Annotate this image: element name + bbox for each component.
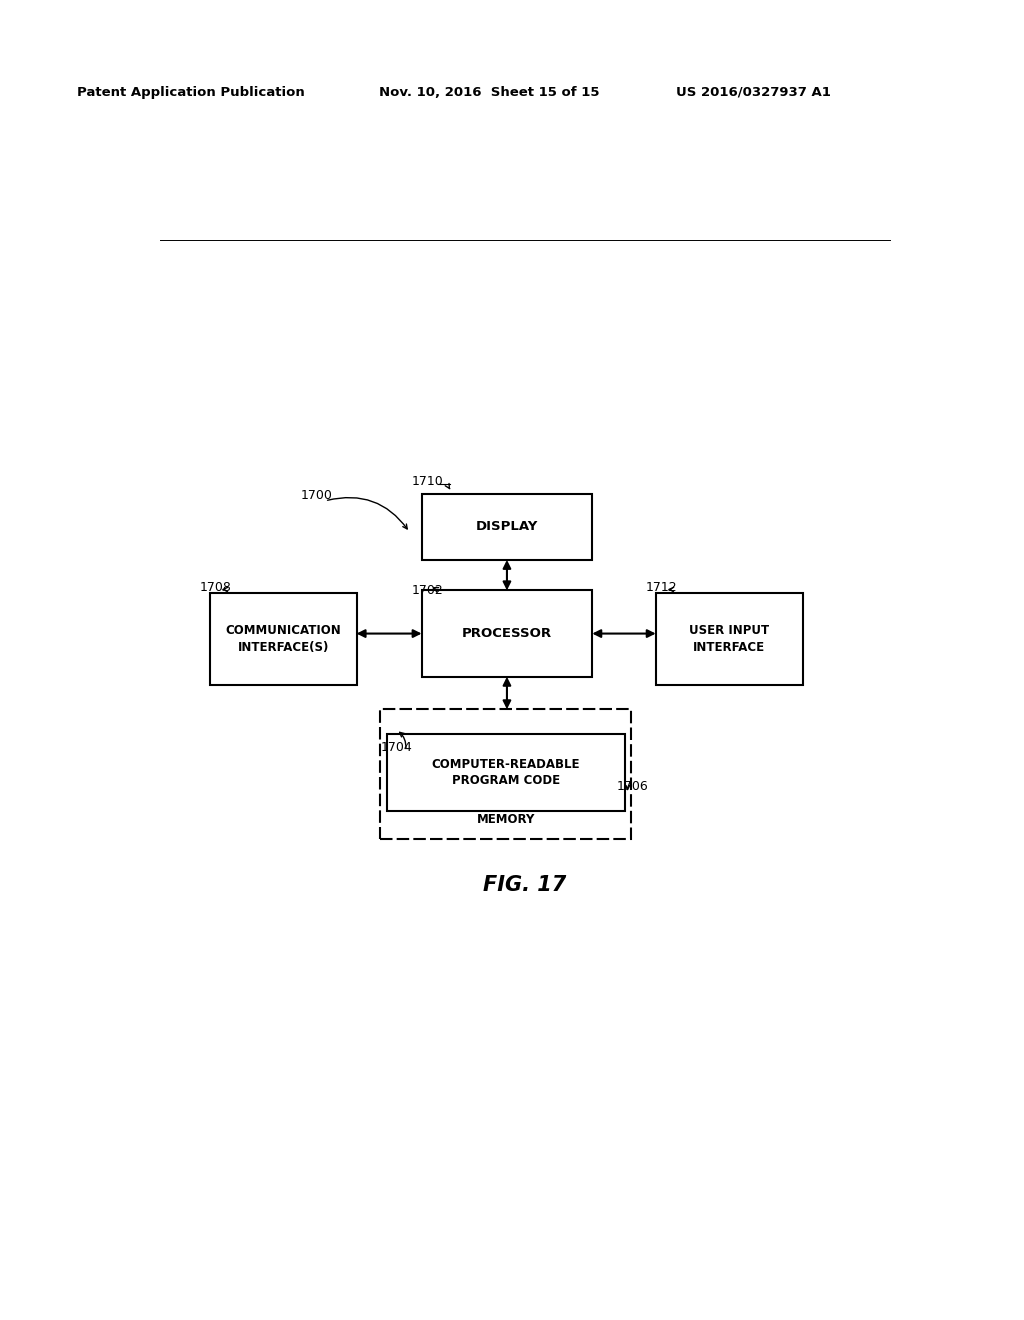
Text: FIG. 17: FIG. 17 <box>483 875 566 895</box>
Text: COMMUNICATION
INTERFACE(S): COMMUNICATION INTERFACE(S) <box>225 624 341 653</box>
Text: 1712: 1712 <box>645 581 677 594</box>
Text: MEMORY: MEMORY <box>476 813 535 825</box>
Bar <box>210 594 356 685</box>
Text: 1710: 1710 <box>412 475 443 488</box>
Text: COMPUTER-READABLE
PROGRAM CODE: COMPUTER-READABLE PROGRAM CODE <box>431 758 580 787</box>
Text: DISPLAY: DISPLAY <box>476 520 539 533</box>
Text: 1702: 1702 <box>412 583 443 597</box>
Text: USER INPUT
INTERFACE: USER INPUT INTERFACE <box>689 624 769 653</box>
Bar <box>655 594 803 685</box>
Text: 1704: 1704 <box>380 742 412 755</box>
Text: PROCESSOR: PROCESSOR <box>462 627 552 640</box>
Text: 1708: 1708 <box>200 581 231 594</box>
Bar <box>422 494 592 560</box>
Bar <box>422 590 592 677</box>
Text: US 2016/0327937 A1: US 2016/0327937 A1 <box>676 86 830 99</box>
Text: Patent Application Publication: Patent Application Publication <box>77 86 304 99</box>
Text: 1700: 1700 <box>301 490 333 503</box>
Text: Nov. 10, 2016  Sheet 15 of 15: Nov. 10, 2016 Sheet 15 of 15 <box>379 86 599 99</box>
Bar <box>387 734 625 810</box>
Bar <box>380 709 631 840</box>
Text: 1706: 1706 <box>616 780 648 793</box>
